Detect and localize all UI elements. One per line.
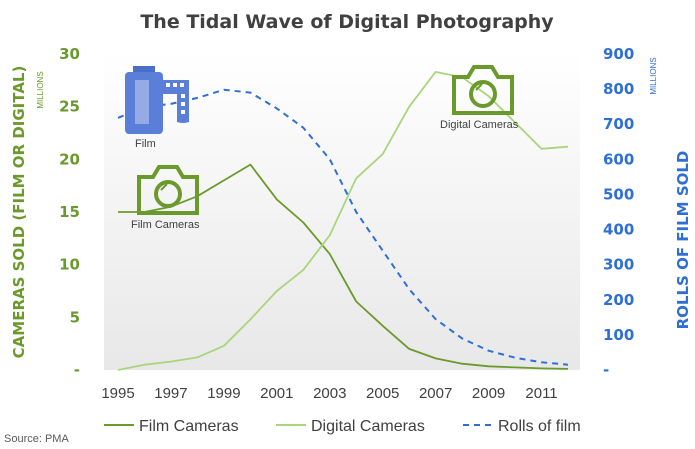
legend-label-digital-cameras: Digital Cameras xyxy=(311,418,425,435)
y-left-tick-label: 10 xyxy=(59,256,80,274)
y-right-tick-label: 400 xyxy=(603,221,634,239)
y-axis-title-left: CAMERAS SOLD (FILM OR DIGITAL) xyxy=(10,66,28,359)
x-tick-label: 1999 xyxy=(207,385,240,402)
digital-cameras-icon-label: Digital Cameras xyxy=(440,119,519,131)
y-right-tick-label: 100 xyxy=(603,326,634,344)
chart-title: The Tidal Wave of Digital Photography xyxy=(140,11,554,33)
y-axis-right: - 100 200 300 400 500 600 700 800 900 xyxy=(603,45,634,379)
source-note: Source: PMA xyxy=(4,433,69,445)
x-tick-label: 2009 xyxy=(472,385,505,402)
digital-camera-icon xyxy=(452,65,514,115)
y-right-tick-label: 900 xyxy=(603,45,634,63)
y-left-tick-label: 25 xyxy=(59,98,80,116)
legend: Film Cameras Digital Cameras Rolls of fi… xyxy=(104,418,581,435)
y-axis-title-right: ROLLS OF FILM SOLD xyxy=(674,151,692,330)
y-axis-unit-right: MILLIONS xyxy=(649,57,658,94)
legend-label-film-cameras: Film Cameras xyxy=(139,418,239,435)
y-axis-unit-left: MILLIONS xyxy=(36,71,45,108)
y-right-tick-label: 500 xyxy=(603,185,634,203)
film-icon-label: Film xyxy=(135,138,156,150)
x-axis: 1995 1997 1999 2001 2003 2005 2007 2009 2011 xyxy=(101,385,557,402)
x-tick-label: 2011 xyxy=(525,385,557,402)
x-tick-label: 2003 xyxy=(313,385,346,402)
series-line-rolls-of-film xyxy=(117,88,569,366)
film-roll-icon xyxy=(125,66,189,134)
x-tick-label: 2005 xyxy=(366,385,399,402)
x-tick-label: 1995 xyxy=(101,385,134,402)
film-camera-icon xyxy=(137,165,199,215)
x-tick-label: 2001 xyxy=(260,385,293,402)
y-left-tick-label: 5 xyxy=(70,308,80,326)
y-left-tick-label: 30 xyxy=(59,45,80,63)
y-right-tick-label: 600 xyxy=(603,150,634,168)
x-tick-label: 2007 xyxy=(419,385,452,402)
film-cameras-icon-label: Film Cameras xyxy=(131,219,200,231)
y-right-tick-label: 700 xyxy=(603,115,634,133)
y-left-tick-label: 15 xyxy=(59,203,80,221)
y-left-tick-label: - xyxy=(74,361,80,379)
y-left-tick-label: 20 xyxy=(59,150,80,168)
x-tick-label: 1997 xyxy=(154,385,187,402)
legend-label-rolls-of-film: Rolls of film xyxy=(498,418,581,435)
y-right-tick-label: 800 xyxy=(603,80,634,98)
y-right-tick-label: 200 xyxy=(603,291,634,309)
y-right-tick-label: 300 xyxy=(603,256,634,274)
y-axis-left: - 5 10 15 20 25 30 xyxy=(59,45,80,379)
series-line-film-cameras xyxy=(118,163,569,370)
y-right-tick-label: - xyxy=(603,361,609,379)
